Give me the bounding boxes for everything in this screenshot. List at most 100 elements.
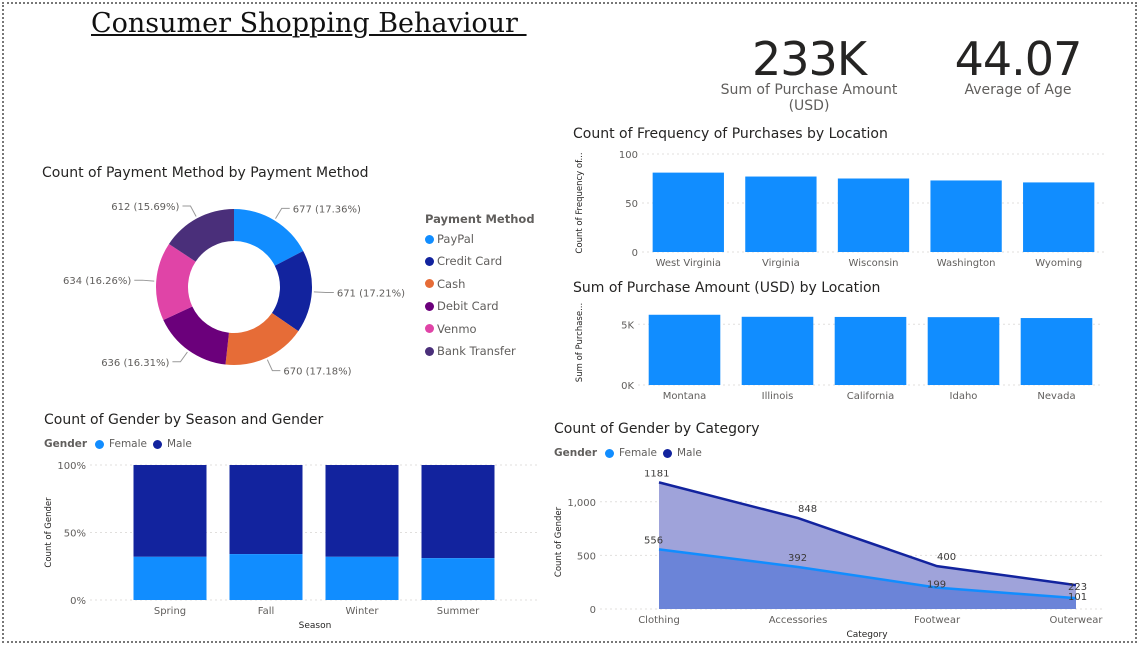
legend-dot-icon [425, 256, 434, 266]
y-axis-label: Count of Gender [554, 506, 564, 577]
bar [648, 314, 721, 385]
legend-male: Male [167, 438, 192, 450]
legend-male: Male [677, 447, 702, 459]
donut-data-label: 670 (17.18%) [283, 367, 351, 378]
bar-female [229, 554, 303, 600]
payment-legend-title: Payment Method [425, 212, 535, 226]
y-tick-label: 1,000 [567, 498, 596, 509]
y-tick-label: 0K [621, 381, 634, 392]
bar [741, 316, 814, 385]
x-tick-label: Montana [663, 391, 707, 402]
x-tick-label: Winter [346, 606, 380, 617]
frequency-chart-title: Count of Frequency of Purchases by Locat… [573, 126, 888, 142]
y-tick-label: 50% [64, 529, 86, 540]
legend-label: Cash [437, 276, 466, 291]
donut-slice [271, 250, 313, 332]
legend-label: PayPal [437, 232, 474, 246]
bar [927, 317, 1000, 385]
y-tick-label: 100% [57, 461, 86, 472]
season-stacked-bar-chart[interactable]: 0% 50% 100% Count of Gender Spring Fall Winter… [40, 455, 540, 635]
category-legend-title: Gender [554, 447, 598, 459]
kpi-label: Sum of Purchase Amount (USD) [720, 82, 898, 114]
x-tick-label: Summer [437, 606, 480, 617]
female-data-label: 199 [927, 580, 946, 591]
legend-dot-icon [425, 234, 434, 244]
legend-item[interactable]: Cash [425, 277, 465, 291]
female-line [658, 548, 1077, 600]
legend-item[interactable]: Bank Transfer [425, 344, 516, 358]
bar-female [325, 556, 399, 600]
bar-male [325, 465, 399, 557]
male-dot-icon [663, 448, 672, 458]
kpi-value: 233K [752, 32, 867, 86]
legend-item[interactable]: Debit Card [425, 299, 499, 313]
x-tick-label: Idaho [950, 391, 978, 402]
kpi-label: Average of Age [964, 82, 1072, 98]
x-tick-label: Spring [154, 606, 186, 617]
kpi-value: 44.07 [954, 32, 1083, 86]
female-dot-icon [95, 439, 105, 449]
bar [652, 172, 724, 252]
y-tick-label: 100 [619, 150, 638, 161]
y-axis-label: Count of Frequency of... [575, 152, 585, 253]
legend-item[interactable]: PayPal [425, 232, 474, 246]
donut-slice [163, 306, 229, 365]
legend-item[interactable]: Credit Card [425, 254, 502, 268]
male-data-label: 400 [937, 552, 956, 563]
x-tick-label: Washington [937, 258, 996, 269]
legend-dot-icon [425, 301, 434, 311]
bar [1023, 182, 1095, 252]
legend-dot-icon [425, 324, 434, 334]
payment-donut-chart[interactable]: 677 (17.36%) 671 (17.21%) 670 (17.18%) 636 … [40, 190, 420, 385]
donut-leader-line [266, 359, 281, 372]
female-area [659, 549, 1076, 609]
x-axis-label: Season [299, 621, 332, 631]
legend-female: Female [619, 447, 657, 459]
legend-item[interactable]: Venmo [425, 322, 477, 336]
category-legend: Gender Female Male [554, 447, 702, 459]
male-data-label: 1181 [644, 470, 669, 479]
season-chart-title: Count of Gender by Season and Gender [44, 412, 324, 428]
frequency-bar-chart[interactable]: 0 50 100 Count of Frequency of... West Virgi… [565, 145, 1110, 270]
bar [1020, 318, 1093, 385]
donut-slice [156, 243, 196, 320]
x-tick-label: Illinois [762, 391, 794, 402]
x-tick-label: Fall [258, 606, 275, 617]
bar-male [133, 465, 207, 557]
y-tick-label: 0% [70, 596, 86, 607]
female-data-label: 101 [1068, 592, 1087, 603]
bar [834, 316, 907, 385]
category-chart-title: Count of Gender by Category [554, 421, 760, 437]
y-tick-label: 5K [621, 320, 634, 331]
y-tick-label: 0 [590, 605, 596, 616]
legend-label: Venmo [437, 321, 477, 336]
bar-male [421, 465, 495, 559]
legend-label: Debit Card [437, 299, 499, 314]
x-tick-label: Footwear [914, 615, 961, 626]
y-axis-label: Count of Gender [44, 497, 54, 568]
y-tick-label: 0 [632, 248, 638, 259]
bar-female [421, 558, 495, 600]
donut-leader-line [134, 279, 155, 282]
donut-slice [168, 209, 234, 262]
amount-chart-title: Sum of Purchase Amount (USD) by Location [573, 280, 881, 296]
amount-bar-chart[interactable]: 0K 5K Sum of Purchase... Montana Illinois Cal… [565, 300, 1110, 405]
bar [837, 178, 910, 252]
x-tick-label: Clothing [638, 615, 680, 626]
female-dot-icon [605, 448, 615, 458]
male-line [658, 481, 1077, 587]
kpi-card-average-age[interactable]: 44.07 Average of Age [950, 32, 1086, 98]
donut-data-label: 612 (15.69%) [111, 202, 179, 213]
male-dot-icon [153, 439, 162, 449]
y-tick-label: 500 [577, 551, 596, 562]
kpi-card-purchase-amount[interactable]: 233K Sum of Purchase Amount (USD) [700, 32, 918, 114]
x-tick-label: West Virginia [656, 258, 721, 269]
female-data-label: 392 [788, 553, 807, 564]
legend-dot-icon [425, 346, 434, 356]
bar [745, 176, 817, 252]
x-axis-label: Category [846, 630, 888, 640]
season-legend-title: Gender [44, 438, 88, 450]
donut-slice [225, 313, 299, 365]
